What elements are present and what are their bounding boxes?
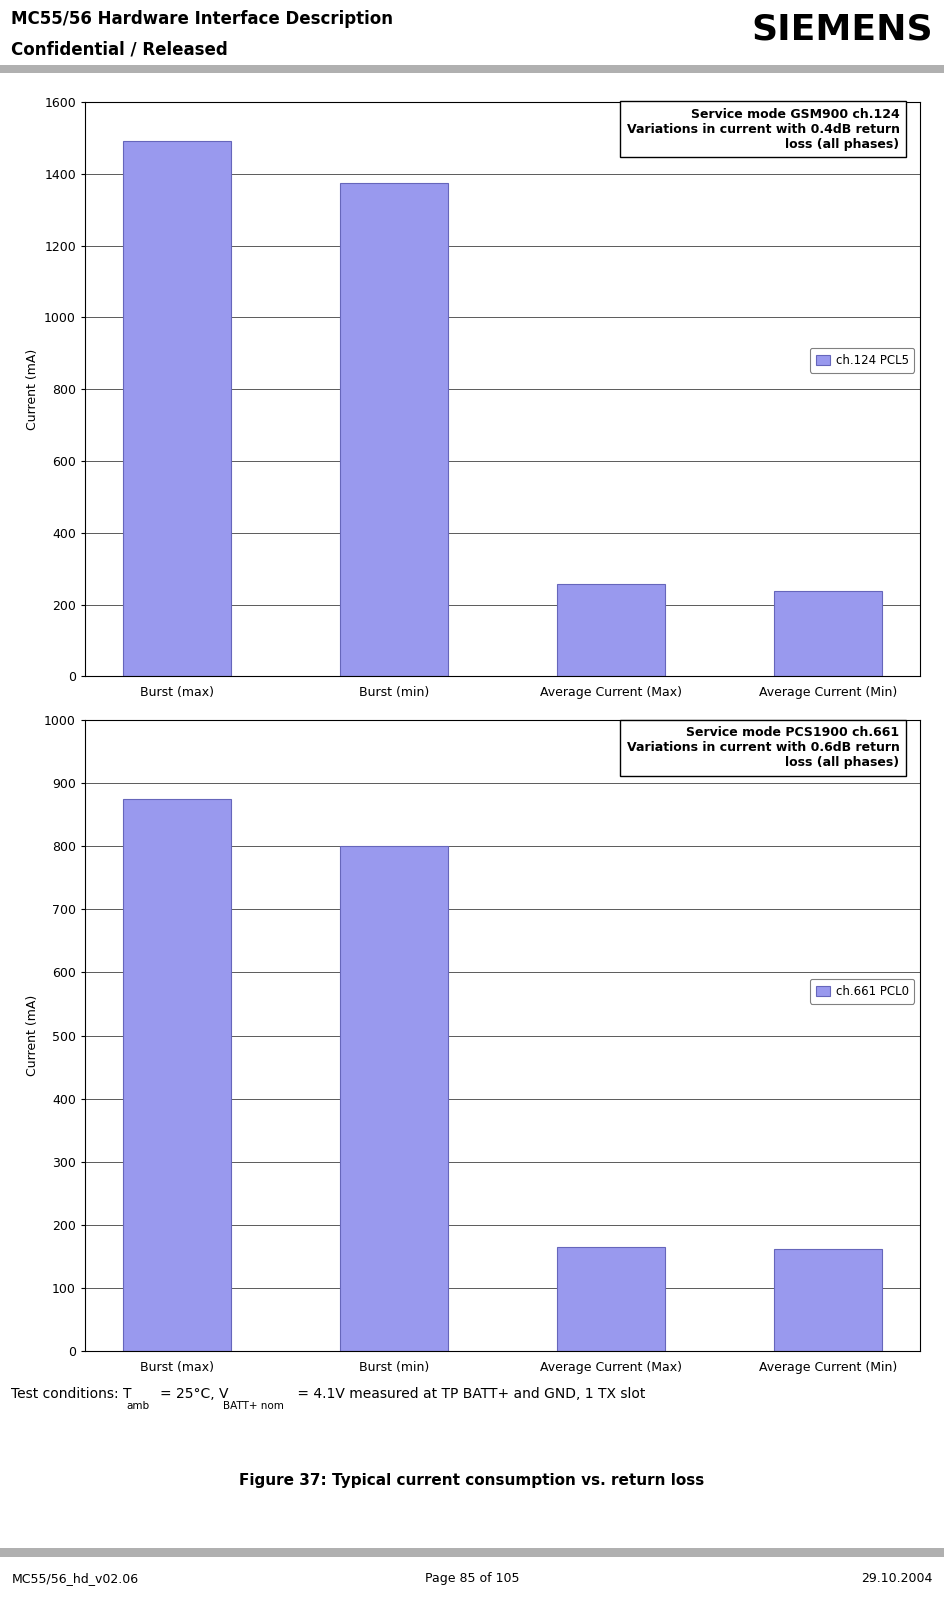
Text: Service mode GSM900 ch.124
Variations in current with 0.4dB return
loss (all pha: Service mode GSM900 ch.124 Variations in… xyxy=(627,108,900,150)
Text: MC55/56_hd_v02.06: MC55/56_hd_v02.06 xyxy=(11,1571,139,1584)
Bar xyxy=(340,846,448,1351)
Bar xyxy=(557,584,666,676)
Bar xyxy=(123,141,231,676)
Text: SIEMENS: SIEMENS xyxy=(751,13,933,47)
Bar xyxy=(774,1249,883,1351)
Bar xyxy=(774,591,883,676)
Bar xyxy=(340,183,448,676)
Text: Service mode PCS1900 ch.661
Variations in current with 0.6dB return
loss (all ph: Service mode PCS1900 ch.661 Variations i… xyxy=(627,726,900,769)
Text: amb: amb xyxy=(126,1401,149,1411)
Y-axis label: Current (mA): Current (mA) xyxy=(25,348,39,430)
Bar xyxy=(123,799,231,1351)
Legend: ch.661 PCL0: ch.661 PCL0 xyxy=(810,979,915,1003)
Text: Figure 37: Typical current consumption vs. return loss: Figure 37: Typical current consumption v… xyxy=(240,1474,704,1489)
Legend: ch.124 PCL5: ch.124 PCL5 xyxy=(810,348,915,372)
Text: 29.10.2004: 29.10.2004 xyxy=(861,1571,933,1584)
Text: MC55/56 Hardware Interface Description: MC55/56 Hardware Interface Description xyxy=(11,10,394,28)
Text: = 4.1V measured at TP BATT+ and GND, 1 TX slot: = 4.1V measured at TP BATT+ and GND, 1 T… xyxy=(293,1387,645,1401)
Text: Test conditions: T: Test conditions: T xyxy=(11,1387,132,1401)
Text: Confidential / Released: Confidential / Released xyxy=(11,40,228,58)
Bar xyxy=(557,1247,666,1351)
Text: = 25°C, V: = 25°C, V xyxy=(160,1387,228,1401)
Text: Page 85 of 105: Page 85 of 105 xyxy=(425,1571,519,1584)
Text: BATT+ nom: BATT+ nom xyxy=(223,1401,283,1411)
Y-axis label: Current (mA): Current (mA) xyxy=(25,995,39,1076)
